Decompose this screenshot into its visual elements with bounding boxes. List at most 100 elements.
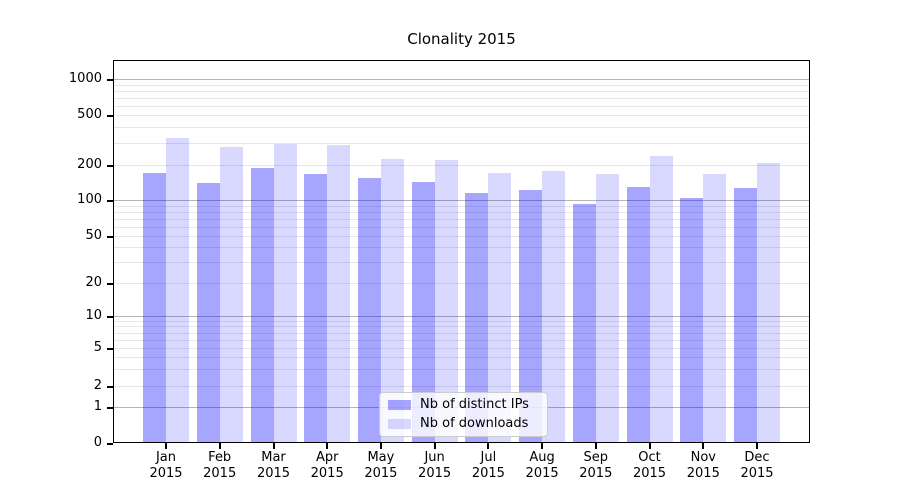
y-axis-tick	[107, 235, 113, 238]
bar-distinct-ips-jul	[465, 192, 489, 443]
y-axis-tick-label: 1	[93, 399, 102, 414]
bar-downloads-dec	[757, 163, 780, 443]
gridline-minor	[114, 165, 809, 166]
legend-row-distinct-ips: Nb of distinct IPs	[388, 398, 547, 412]
bar-downloads-jun	[434, 160, 458, 443]
y-axis-tick-label: 10	[85, 308, 102, 323]
bar-distinct-ips-mar	[250, 167, 274, 443]
bar-distinct-ips-dec	[734, 188, 757, 443]
bar-distinct-ips-jun	[411, 182, 435, 443]
plot-frame	[113, 60, 810, 443]
gridline-minor	[114, 369, 809, 371]
x-axis-tick-label: Jan 2015	[149, 450, 183, 481]
y-axis-tick	[107, 282, 113, 285]
x-axis-tick	[756, 443, 758, 449]
y-axis-tick	[107, 315, 113, 318]
gridline-minor	[114, 348, 809, 349]
legend-swatch-downloads	[388, 419, 411, 429]
y-axis-tick	[107, 164, 113, 167]
gridline-minor	[114, 84, 809, 86]
gridline-minor	[114, 226, 809, 228]
x-axis-tick	[218, 443, 221, 449]
x-axis-tick-label: Aug 2015	[525, 450, 559, 481]
y-axis-tick	[107, 114, 113, 117]
gridline-minor	[114, 262, 809, 264]
y-axis-tick-label: 1000	[68, 71, 102, 86]
bar-distinct-ips-jan	[143, 173, 166, 443]
bar-downloads-jul	[488, 172, 512, 443]
bar-distinct-ips-oct	[626, 186, 650, 443]
gridline-major	[114, 200, 809, 201]
x-axis-tick	[648, 443, 651, 449]
gridline-minor	[114, 283, 809, 284]
gridline-minor	[114, 127, 809, 129]
legend-label-distinct-ips: Nb of distinct IPs	[420, 397, 529, 412]
y-axis-tick	[107, 347, 113, 350]
x-axis-tick-label: May 2015	[364, 450, 398, 481]
y-axis-tick	[107, 442, 113, 445]
x-axis-tick-label: Nov 2015	[686, 450, 720, 481]
y-axis-tick	[107, 78, 113, 81]
y-axis-tick	[107, 199, 113, 202]
legend-row-downloads: Nb of downloads	[388, 417, 547, 431]
x-axis-tick	[326, 443, 329, 449]
gridline-major	[114, 79, 809, 80]
gridline-minor	[114, 236, 809, 237]
y-axis-tick	[107, 406, 113, 409]
bar-distinct-ips-apr	[304, 173, 328, 443]
gridline-minor	[114, 205, 809, 207]
bar-downloads-jan	[166, 137, 189, 443]
bar-distinct-ips-may	[357, 177, 381, 443]
gridline-minor	[114, 320, 809, 322]
x-axis-tick	[272, 443, 275, 449]
bar-downloads-feb	[219, 147, 243, 443]
bar-downloads-sep	[595, 174, 619, 443]
gridline-minor	[114, 218, 809, 220]
gridline-minor	[114, 90, 809, 92]
x-axis-tick	[702, 443, 705, 449]
y-axis-tick-label: 100	[77, 192, 102, 207]
x-axis-tick	[165, 443, 167, 449]
bar-downloads-nov	[703, 173, 727, 443]
y-axis-tick-label: 500	[77, 107, 102, 122]
legend-swatch-distinct-ips	[388, 400, 411, 410]
gridline-minor	[114, 115, 809, 116]
bar-distinct-ips-aug	[519, 190, 543, 443]
x-axis-tick	[541, 443, 544, 449]
x-axis-tick-label: Mar 2015	[256, 450, 291, 481]
x-axis-tick	[379, 443, 382, 449]
bar-downloads-oct	[649, 156, 673, 443]
y-axis-tick-label: 200	[77, 157, 102, 172]
bar-downloads-mar	[273, 143, 297, 443]
gridline-minor	[114, 142, 809, 144]
gridline-minor	[114, 211, 809, 213]
x-axis-tick-label: Jul 2015	[471, 450, 505, 481]
gridline-minor	[114, 105, 809, 107]
chart-title: Clonality 2015	[407, 30, 516, 48]
legend-label-downloads: Nb of downloads	[420, 416, 529, 431]
bar-distinct-ips-feb	[196, 182, 220, 443]
x-axis-tick-label: Jun 2015	[418, 450, 452, 481]
x-axis-tick	[487, 443, 490, 449]
gridline-minor	[114, 97, 809, 99]
x-axis-tick-label: Feb 2015	[203, 450, 237, 481]
y-axis-tick-label: 2	[93, 378, 102, 393]
x-axis-tick	[433, 443, 436, 449]
x-axis-tick-label: Sep 2015	[579, 450, 613, 481]
gridline-minor	[114, 332, 809, 334]
gridline-minor	[114, 247, 809, 249]
gridline-major	[114, 316, 809, 317]
legend: Nb of distinct IPs Nb of downloads	[379, 392, 548, 437]
x-axis-tick-label: Oct 2015	[632, 450, 667, 481]
x-axis-tick-label: Dec 2015	[740, 450, 774, 481]
gridline-minor	[114, 357, 809, 359]
y-axis-tick-label: 20	[85, 275, 102, 290]
bar-distinct-ips-nov	[680, 197, 704, 443]
bar-distinct-ips-sep	[572, 203, 596, 443]
y-axis-tick-label: 0	[93, 435, 102, 450]
gridline-minor	[114, 339, 809, 341]
gridline-minor	[114, 386, 809, 387]
bar-downloads-aug	[542, 170, 566, 443]
x-axis-tick	[594, 443, 597, 449]
